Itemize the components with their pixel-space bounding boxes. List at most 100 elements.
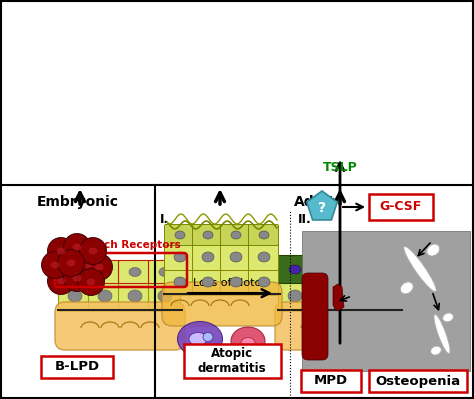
FancyBboxPatch shape xyxy=(279,280,310,312)
FancyBboxPatch shape xyxy=(164,225,194,245)
Circle shape xyxy=(42,251,69,279)
FancyBboxPatch shape xyxy=(248,225,279,245)
Ellipse shape xyxy=(258,252,270,262)
Polygon shape xyxy=(307,191,337,220)
Ellipse shape xyxy=(430,346,441,355)
FancyBboxPatch shape xyxy=(220,225,250,245)
Ellipse shape xyxy=(400,282,413,294)
Ellipse shape xyxy=(288,290,302,302)
Text: I.: I. xyxy=(160,213,169,226)
FancyBboxPatch shape xyxy=(89,261,120,284)
FancyBboxPatch shape xyxy=(118,261,151,284)
Circle shape xyxy=(64,233,91,261)
Ellipse shape xyxy=(69,267,81,277)
Ellipse shape xyxy=(73,275,82,282)
Text: ?: ? xyxy=(318,201,326,215)
Bar xyxy=(302,231,470,371)
Circle shape xyxy=(57,249,84,277)
FancyBboxPatch shape xyxy=(192,269,222,296)
FancyBboxPatch shape xyxy=(164,243,194,271)
FancyBboxPatch shape xyxy=(301,370,361,392)
FancyBboxPatch shape xyxy=(338,280,371,312)
Ellipse shape xyxy=(258,277,270,287)
FancyBboxPatch shape xyxy=(58,280,91,312)
Text: Notch Receptors: Notch Receptors xyxy=(83,240,181,250)
FancyBboxPatch shape xyxy=(338,255,371,284)
Circle shape xyxy=(80,237,107,265)
Ellipse shape xyxy=(158,290,172,302)
Ellipse shape xyxy=(319,265,331,274)
FancyBboxPatch shape xyxy=(58,261,91,284)
Text: B-LPD: B-LPD xyxy=(55,361,100,373)
Ellipse shape xyxy=(189,332,207,346)
FancyBboxPatch shape xyxy=(41,356,113,378)
FancyBboxPatch shape xyxy=(192,225,222,245)
Text: Adult: Adult xyxy=(293,195,336,209)
Ellipse shape xyxy=(56,247,65,255)
FancyBboxPatch shape xyxy=(368,280,401,312)
FancyBboxPatch shape xyxy=(220,269,250,296)
FancyBboxPatch shape xyxy=(368,255,401,284)
Ellipse shape xyxy=(68,290,82,302)
FancyBboxPatch shape xyxy=(248,269,279,296)
Ellipse shape xyxy=(174,277,186,287)
Text: G-CSF: G-CSF xyxy=(380,201,422,213)
FancyBboxPatch shape xyxy=(118,280,151,312)
Ellipse shape xyxy=(82,261,91,269)
Ellipse shape xyxy=(175,231,185,239)
Ellipse shape xyxy=(177,322,222,356)
Circle shape xyxy=(47,237,74,265)
FancyBboxPatch shape xyxy=(309,255,340,284)
Polygon shape xyxy=(333,284,344,311)
FancyBboxPatch shape xyxy=(248,243,279,271)
Circle shape xyxy=(78,269,104,296)
Ellipse shape xyxy=(89,247,98,255)
Ellipse shape xyxy=(443,313,454,322)
Text: TSLP: TSLP xyxy=(323,161,357,174)
FancyBboxPatch shape xyxy=(369,370,467,392)
Text: MPD: MPD xyxy=(314,375,348,387)
Ellipse shape xyxy=(379,265,391,274)
FancyBboxPatch shape xyxy=(148,261,181,284)
Ellipse shape xyxy=(259,231,269,239)
FancyBboxPatch shape xyxy=(220,243,250,271)
FancyBboxPatch shape xyxy=(162,282,282,326)
Ellipse shape xyxy=(378,290,392,302)
Ellipse shape xyxy=(51,261,60,269)
Text: Embryonic: Embryonic xyxy=(36,195,118,209)
Ellipse shape xyxy=(231,231,241,239)
Text: Osteopenia: Osteopenia xyxy=(375,375,461,387)
Ellipse shape xyxy=(202,252,214,262)
FancyBboxPatch shape xyxy=(164,269,194,296)
Ellipse shape xyxy=(348,290,362,302)
FancyBboxPatch shape xyxy=(89,280,120,312)
Ellipse shape xyxy=(202,277,214,287)
Ellipse shape xyxy=(318,290,332,302)
Ellipse shape xyxy=(128,290,142,302)
Text: II.: II. xyxy=(298,213,312,226)
FancyBboxPatch shape xyxy=(369,194,433,220)
Ellipse shape xyxy=(203,231,213,239)
FancyBboxPatch shape xyxy=(148,280,181,312)
FancyBboxPatch shape xyxy=(309,280,340,312)
Ellipse shape xyxy=(434,314,450,354)
Ellipse shape xyxy=(66,259,75,267)
Ellipse shape xyxy=(231,327,265,355)
Ellipse shape xyxy=(289,265,301,274)
FancyBboxPatch shape xyxy=(302,273,328,360)
Ellipse shape xyxy=(73,243,82,251)
Ellipse shape xyxy=(99,267,111,277)
Ellipse shape xyxy=(427,244,440,256)
Ellipse shape xyxy=(230,252,242,262)
Ellipse shape xyxy=(129,267,141,277)
Ellipse shape xyxy=(86,279,95,286)
FancyBboxPatch shape xyxy=(275,302,405,350)
Ellipse shape xyxy=(203,332,213,342)
Ellipse shape xyxy=(98,290,112,302)
FancyBboxPatch shape xyxy=(55,302,185,350)
Ellipse shape xyxy=(159,267,171,277)
Ellipse shape xyxy=(174,252,186,262)
FancyBboxPatch shape xyxy=(192,243,222,271)
Text: Loss of Notch: Loss of Notch xyxy=(192,278,267,288)
Circle shape xyxy=(73,251,100,279)
